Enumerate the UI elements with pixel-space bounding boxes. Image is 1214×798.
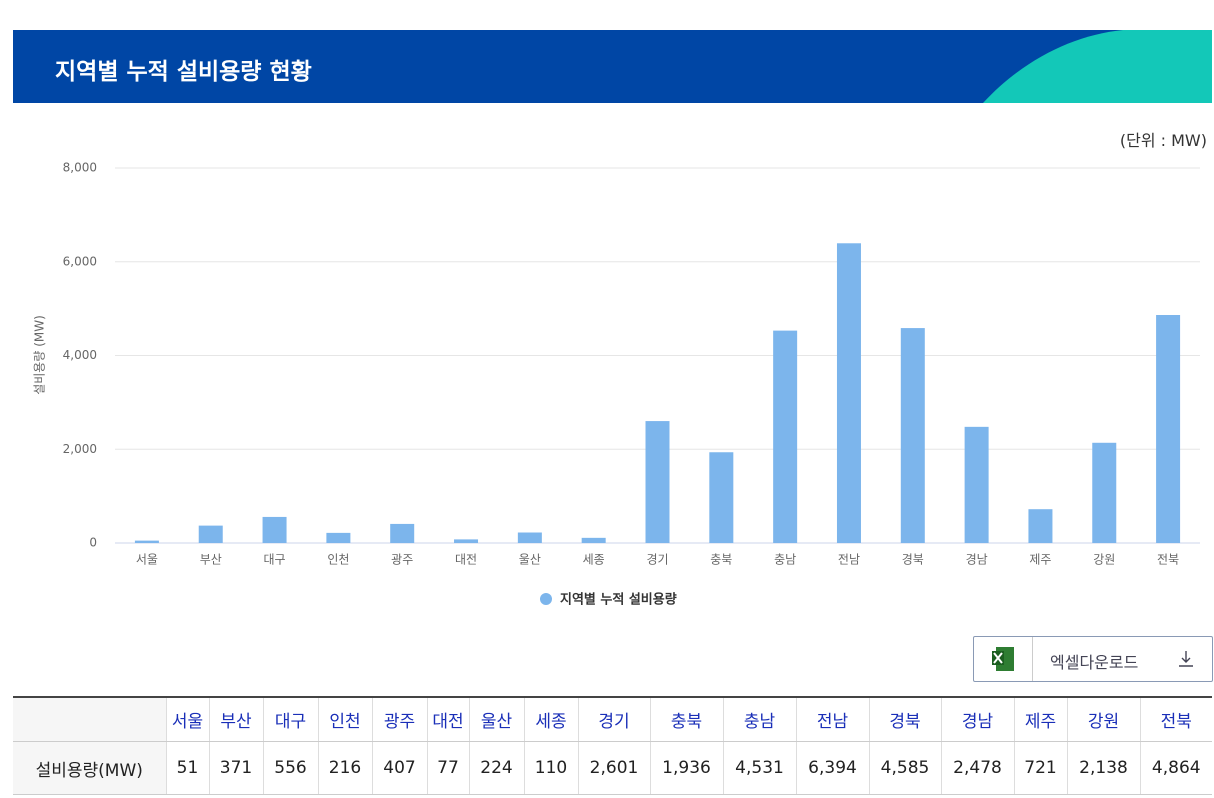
bar <box>581 537 606 543</box>
x-tick-label: 부산 <box>200 553 222 567</box>
bar <box>326 532 351 543</box>
value-cell: 51 <box>165 741 209 795</box>
data-table: 서울 부산 대구 인천 광주 대전 울산 세종 경기 충북 충남 전남 경북 경남 제주 강원 전북 설비용량(… <box>13 696 1212 795</box>
button-label: 엑셀다운로드 <box>1050 653 1139 672</box>
x-tick-label: 충북 <box>710 553 732 567</box>
column-header: 충남 <box>722 696 796 742</box>
x-tick-label: 제주 <box>1029 553 1051 567</box>
value-cell: 110 <box>523 741 578 795</box>
bar <box>134 540 159 543</box>
bar <box>964 426 989 543</box>
row-header: 설비용량(MW) <box>13 741 166 795</box>
excel-icon <box>992 647 1014 671</box>
bar <box>517 532 542 543</box>
corner-cell <box>13 696 166 742</box>
header-decoration <box>983 30 1212 103</box>
column-header: 대구 <box>262 696 318 742</box>
value-cell: 216 <box>317 741 372 795</box>
value-cell: 407 <box>371 741 427 795</box>
value-cell: 4,864 <box>1139 741 1212 795</box>
column-header: 울산 <box>468 696 524 742</box>
y-tick-label: 0 <box>89 536 97 550</box>
bar <box>454 539 479 543</box>
download-icon <box>1179 651 1193 667</box>
value-cell: 6,394 <box>795 741 869 795</box>
bar <box>198 525 223 543</box>
value-cell: 371 <box>208 741 263 795</box>
x-tick-label: 전남 <box>838 553 860 567</box>
value-cell: 4,531 <box>722 741 796 795</box>
value-cell: 224 <box>468 741 524 795</box>
y-tick-label: 8,000 <box>63 161 97 175</box>
column-header: 전남 <box>795 696 869 742</box>
bar <box>1156 315 1181 543</box>
bar <box>262 516 287 543</box>
column-header: 광주 <box>371 696 427 742</box>
y-tick-label: 6,000 <box>63 254 97 268</box>
value-cell: 4,585 <box>868 741 941 795</box>
value-cell: 556 <box>262 741 318 795</box>
unit-note: (단위 : MW) <box>1119 131 1207 150</box>
y-tick-label: 2,000 <box>63 442 97 456</box>
chart: 설비용량 (MW) 0 2,000 4,000 6,000 8,000 서울 부산 대구 인천 광… <box>33 161 1200 608</box>
y-axis-label: 설비용량 (MW) <box>33 315 47 395</box>
header-row: 서울 부산 대구 인천 광주 대전 울산 세종 경기 충북 충남 전남 경북 경남 제주 강원 전북 <box>13 696 1212 742</box>
value-cell: 77 <box>426 741 469 795</box>
y-tick-label: 4,000 <box>63 348 97 362</box>
x-tick-label: 대전 <box>455 553 477 567</box>
column-header: 충북 <box>649 696 723 742</box>
x-tick-label: 인천 <box>327 552 349 567</box>
column-header: 제주 <box>1013 696 1067 742</box>
page-title: 지역별 누적 설비용량 현황 <box>55 59 312 85</box>
column-header: 강원 <box>1066 696 1140 742</box>
column-header: 경기 <box>577 696 650 742</box>
header-bar: 지역별 누적 설비용량 현황 <box>13 30 1212 103</box>
bar <box>836 243 861 543</box>
bar <box>773 330 798 543</box>
bar <box>1028 509 1053 543</box>
column-header: 경북 <box>868 696 941 742</box>
bar <box>1092 442 1117 543</box>
column-header: 경남 <box>940 696 1014 742</box>
bar <box>390 523 415 543</box>
x-tick-label: 충남 <box>774 553 796 567</box>
x-tick-label: 대구 <box>264 553 286 567</box>
x-tick-label: 전북 <box>1157 553 1179 567</box>
bar <box>645 421 670 543</box>
column-header: 부산 <box>208 696 263 742</box>
value-cell: 1,936 <box>649 741 723 795</box>
bar <box>709 452 734 543</box>
column-header: 인천 <box>317 696 372 742</box>
x-tick-label: 경기 <box>646 553 668 567</box>
x-tick-label: 광주 <box>391 553 413 567</box>
column-header: 서울 <box>165 696 209 742</box>
data-row: 설비용량(MW) 51 371 556 216 407 77 224 110 2,601 1,936… <box>13 741 1212 795</box>
value-cell: 721 <box>1013 741 1067 795</box>
x-tick-label: 서울 <box>136 553 158 567</box>
legend-marker <box>540 593 552 605</box>
column-header: 세종 <box>523 696 578 742</box>
bar <box>900 328 925 543</box>
x-tick-label: 세종 <box>583 553 605 567</box>
excel-download-button[interactable]: 엑셀다운로드 <box>973 636 1213 682</box>
legend-label: 지역별 누적 설비용량 <box>560 592 677 608</box>
column-header: 대전 <box>426 696 469 742</box>
x-tick-label: 강원 <box>1093 553 1115 567</box>
x-tick-label: 경남 <box>966 553 988 567</box>
value-cell: 2,138 <box>1066 741 1140 795</box>
value-cell: 2,601 <box>577 741 650 795</box>
value-cell: 2,478 <box>940 741 1014 795</box>
column-header: 전북 <box>1139 696 1212 742</box>
x-tick-label: 울산 <box>519 553 541 567</box>
x-tick-label: 경북 <box>902 553 924 567</box>
